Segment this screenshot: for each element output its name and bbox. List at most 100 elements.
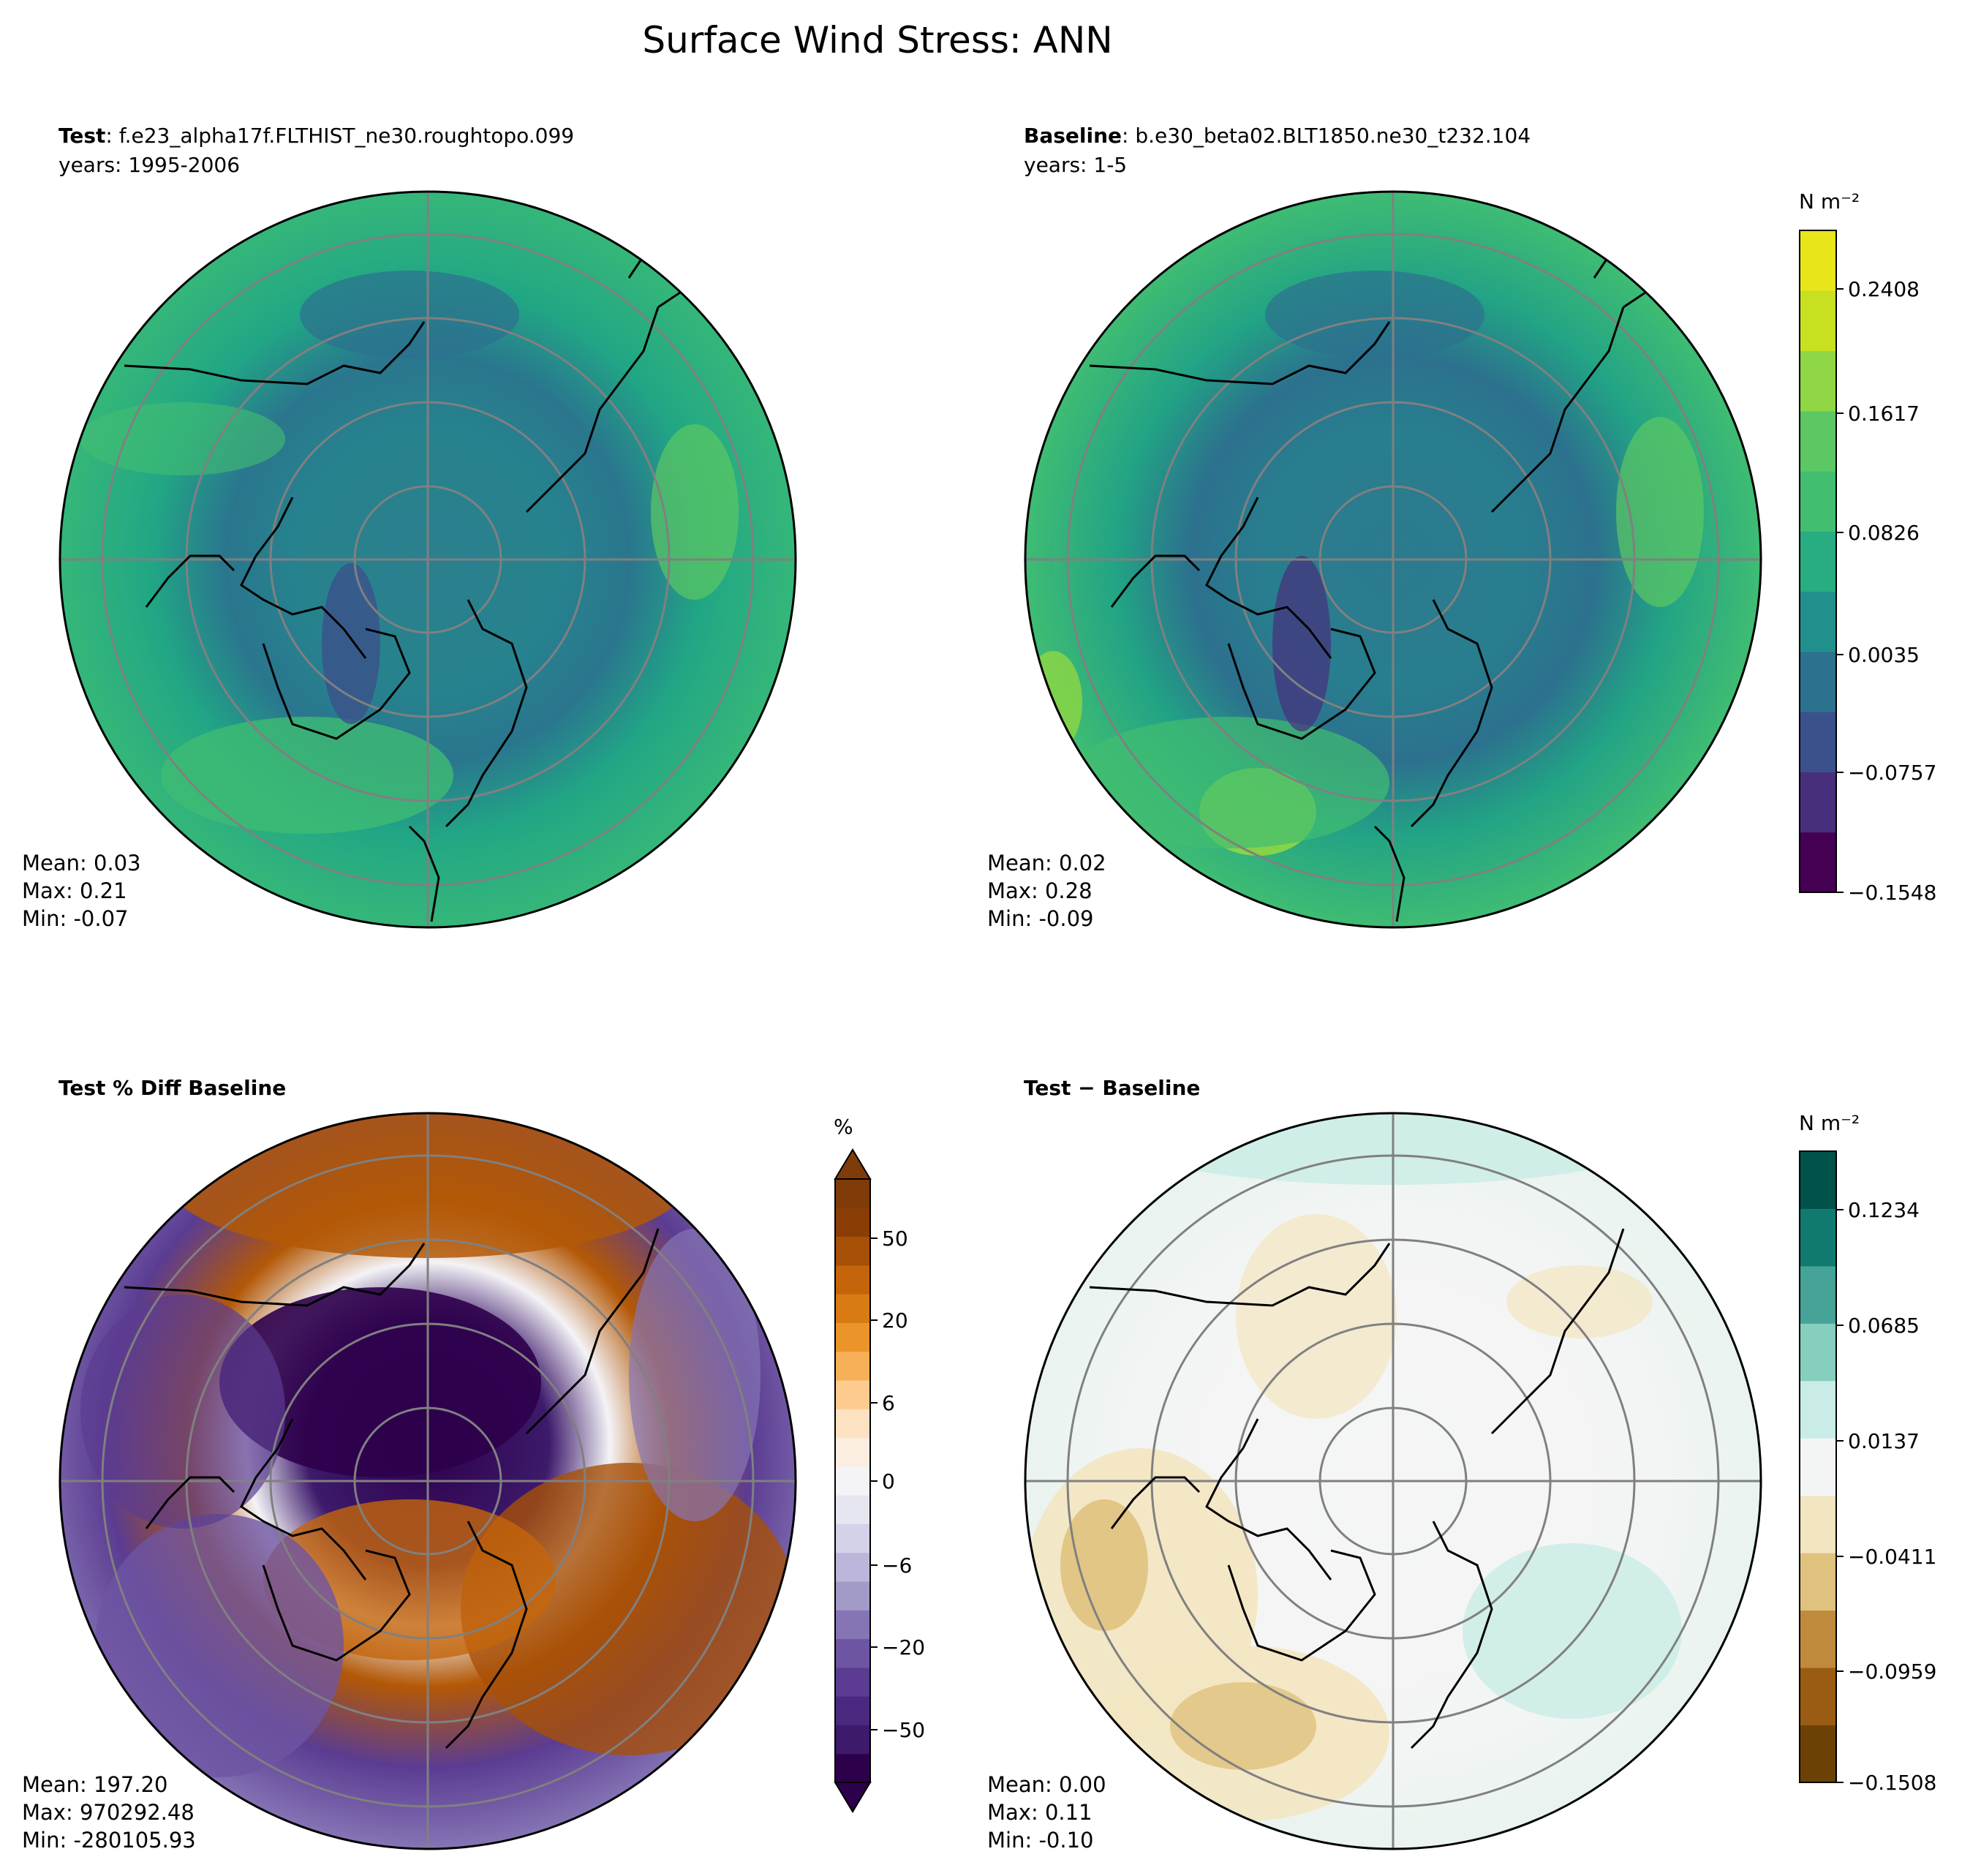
diff-colorbar-tick-label: −0.0411 (1848, 1545, 1936, 1569)
pct-colorbar-segment (835, 1753, 870, 1783)
panel-baseline-map (1025, 192, 1761, 927)
panel-diff: Test − Baseline (987, 1076, 1762, 1853)
pct-colorbar-extend-max (834, 1148, 872, 1180)
panel-test-mean: Mean: 0.03 (22, 851, 141, 875)
pct-colorbar-segment (835, 1581, 870, 1611)
main-colorbar-tick-label: 0.2408 (1848, 277, 1920, 301)
main-colorbar-segment (1800, 531, 1836, 592)
diff-colorbar-segment (1800, 1553, 1836, 1611)
diff-colorbar-segment (1800, 1380, 1836, 1439)
pct-colorbar-extend-min (834, 1782, 872, 1813)
main-colorbar-segment (1800, 832, 1836, 893)
main-colorbar-segment (1800, 410, 1836, 472)
panel-pctdiff-label: Test % Diff Baseline (59, 1076, 286, 1100)
main-colorbar-segment (1800, 471, 1836, 532)
diff-colorbar-tick-label: 0.1234 (1848, 1198, 1920, 1222)
pct-colorbar-segment (835, 1179, 870, 1208)
diff-colorbar-segment (1800, 1495, 1836, 1553)
diff-colorbar-outline (1799, 1150, 1837, 1783)
main-colorbar-tick-label: 0.1617 (1848, 402, 1920, 426)
panel-baseline-mean: Mean: 0.02 (987, 851, 1106, 875)
pct-colorbar-segment (835, 1495, 870, 1524)
diff-colorbar-segment (1800, 1208, 1836, 1267)
pct-colorbar-tick-label: 6 (882, 1391, 895, 1415)
panel-baseline: Baseline: b.e30_beta02.BLT1850.ne30_t232… (987, 124, 1762, 931)
panel-pctdiff-mean: Mean: 197.20 (22, 1772, 167, 1797)
diff-colorbar-segment (1800, 1438, 1836, 1496)
main-colorbar-segment (1800, 712, 1836, 772)
main-colorbar-tick-label: 0.0035 (1848, 643, 1920, 667)
pct-colorbar-segment (835, 1380, 870, 1409)
panel-test-max: Max: 0.21 (22, 878, 127, 903)
panel-pctdiff: Test % Diff Baseline (22, 1076, 797, 1853)
panel-diff-min: Min: -0.10 (987, 1828, 1093, 1853)
panel-diff-map (1025, 1113, 1761, 1849)
panel-diff-max: Max: 0.11 (987, 1800, 1093, 1825)
diff-colorbar-segment (1800, 1668, 1836, 1726)
colorbar-diff: N m⁻² 0.1234 0.0685 0.0137 −0.0411 −0.0959 −0… (1799, 1111, 1936, 1795)
panel-baseline-label: Baseline (1024, 124, 1122, 148)
pct-colorbar-tick-label: −20 (882, 1635, 925, 1660)
colorbar-main-unit: N m⁻² (1799, 189, 1860, 214)
pct-colorbar-segment (835, 1208, 870, 1238)
pct-colorbar-tick-label: 50 (882, 1227, 908, 1251)
panel-pctdiff-map (60, 1113, 796, 1849)
panel-baseline-header: Baseline: b.e30_beta02.BLT1850.ne30_t232… (1024, 124, 1531, 148)
diff-colorbar-segment (1800, 1610, 1836, 1668)
main-colorbar-segment (1800, 651, 1836, 712)
panel-baseline-years: years: 1-5 (1024, 153, 1127, 177)
panel-baseline-case: : b.e30_beta02.BLT1850.ne30_t232.104 (1122, 124, 1531, 148)
diff-colorbar-segment (1800, 1265, 1836, 1324)
colorbar-pct: % 50 20 6 0 −6 −20 −50 (834, 1115, 925, 1813)
main-colorbar-tick-label: −0.0757 (1848, 761, 1936, 785)
pct-colorbar-tick-label: 0 (882, 1469, 895, 1493)
pct-colorbar-segment (835, 1322, 870, 1352)
pct-colorbar-segment (835, 1236, 870, 1266)
diff-colorbar-tick-label: 0.0685 (1848, 1314, 1920, 1338)
panel-diff-mean: Mean: 0.00 (987, 1772, 1106, 1797)
colorbar-diff-unit: N m⁻² (1799, 1111, 1860, 1135)
main-colorbar-segment (1800, 591, 1836, 652)
pct-colorbar-segment (835, 1696, 870, 1725)
pct-colorbar-tick-label: −6 (882, 1553, 912, 1578)
diff-colorbar-segment (1800, 1725, 1836, 1783)
pct-colorbar-segment (835, 1725, 870, 1755)
pct-colorbar-segment (835, 1294, 870, 1323)
panel-test-min: Min: -0.07 (22, 906, 128, 931)
panel-pctdiff-max: Max: 970292.48 (22, 1800, 195, 1825)
panel-baseline-min: Min: -0.09 (987, 906, 1093, 931)
pct-colorbar-segment (835, 1409, 870, 1439)
panel-pctdiff-min: Min: -280105.93 (22, 1828, 196, 1853)
pct-colorbar-segment (835, 1667, 870, 1697)
panel-test-label: Test (59, 124, 105, 148)
diff-colorbar-tick-label: 0.0137 (1848, 1429, 1920, 1453)
pct-colorbar-tick-label: 20 (882, 1308, 908, 1333)
pct-colorbar-segment (835, 1552, 870, 1582)
diff-colorbar-tick-label: −0.0959 (1848, 1660, 1936, 1684)
pct-colorbar-segment (835, 1437, 870, 1467)
main-colorbar-segment (1800, 290, 1836, 352)
panel-test-case: : f.e23_alpha17f.FLTHIST_ne30.roughtopo.… (105, 124, 574, 148)
colorbar-main: N m⁻² 0.2408 0.1617 0.0826 0.0035 −0.0757 −0.… (1799, 189, 1936, 905)
panel-test-years: years: 1995-2006 (59, 153, 240, 177)
panel-diff-label: Test − Baseline (1024, 1076, 1200, 1100)
diff-colorbar-segment (1800, 1323, 1836, 1382)
diff-colorbar-tick-label: −0.1508 (1848, 1771, 1936, 1795)
panel-test: Test: f.e23_alpha17f.FLTHIST_ne30.rought… (22, 124, 797, 931)
pct-colorbar-segment (835, 1265, 870, 1295)
panel-test-header: Test: f.e23_alpha17f.FLTHIST_ne30.rought… (59, 124, 574, 148)
main-colorbar-outline (1799, 230, 1837, 893)
pct-colorbar-segment (835, 1523, 870, 1553)
pct-colorbar-segment (835, 1610, 870, 1640)
figure-title: Surface Wind Stress: ANN (642, 19, 1112, 61)
pct-colorbar-tick-label: −50 (882, 1718, 925, 1742)
panel-baseline-max: Max: 0.28 (987, 878, 1093, 903)
main-colorbar-segment (1800, 772, 1836, 833)
diff-colorbar-segment (1800, 1151, 1836, 1209)
main-colorbar-tick-label: −0.1548 (1848, 881, 1936, 905)
pct-colorbar-segment (835, 1638, 870, 1668)
main-colorbar-tick-label: 0.0826 (1848, 521, 1920, 545)
pct-colorbar-segment (835, 1351, 870, 1381)
colorbar-pct-unit: % (834, 1115, 853, 1139)
